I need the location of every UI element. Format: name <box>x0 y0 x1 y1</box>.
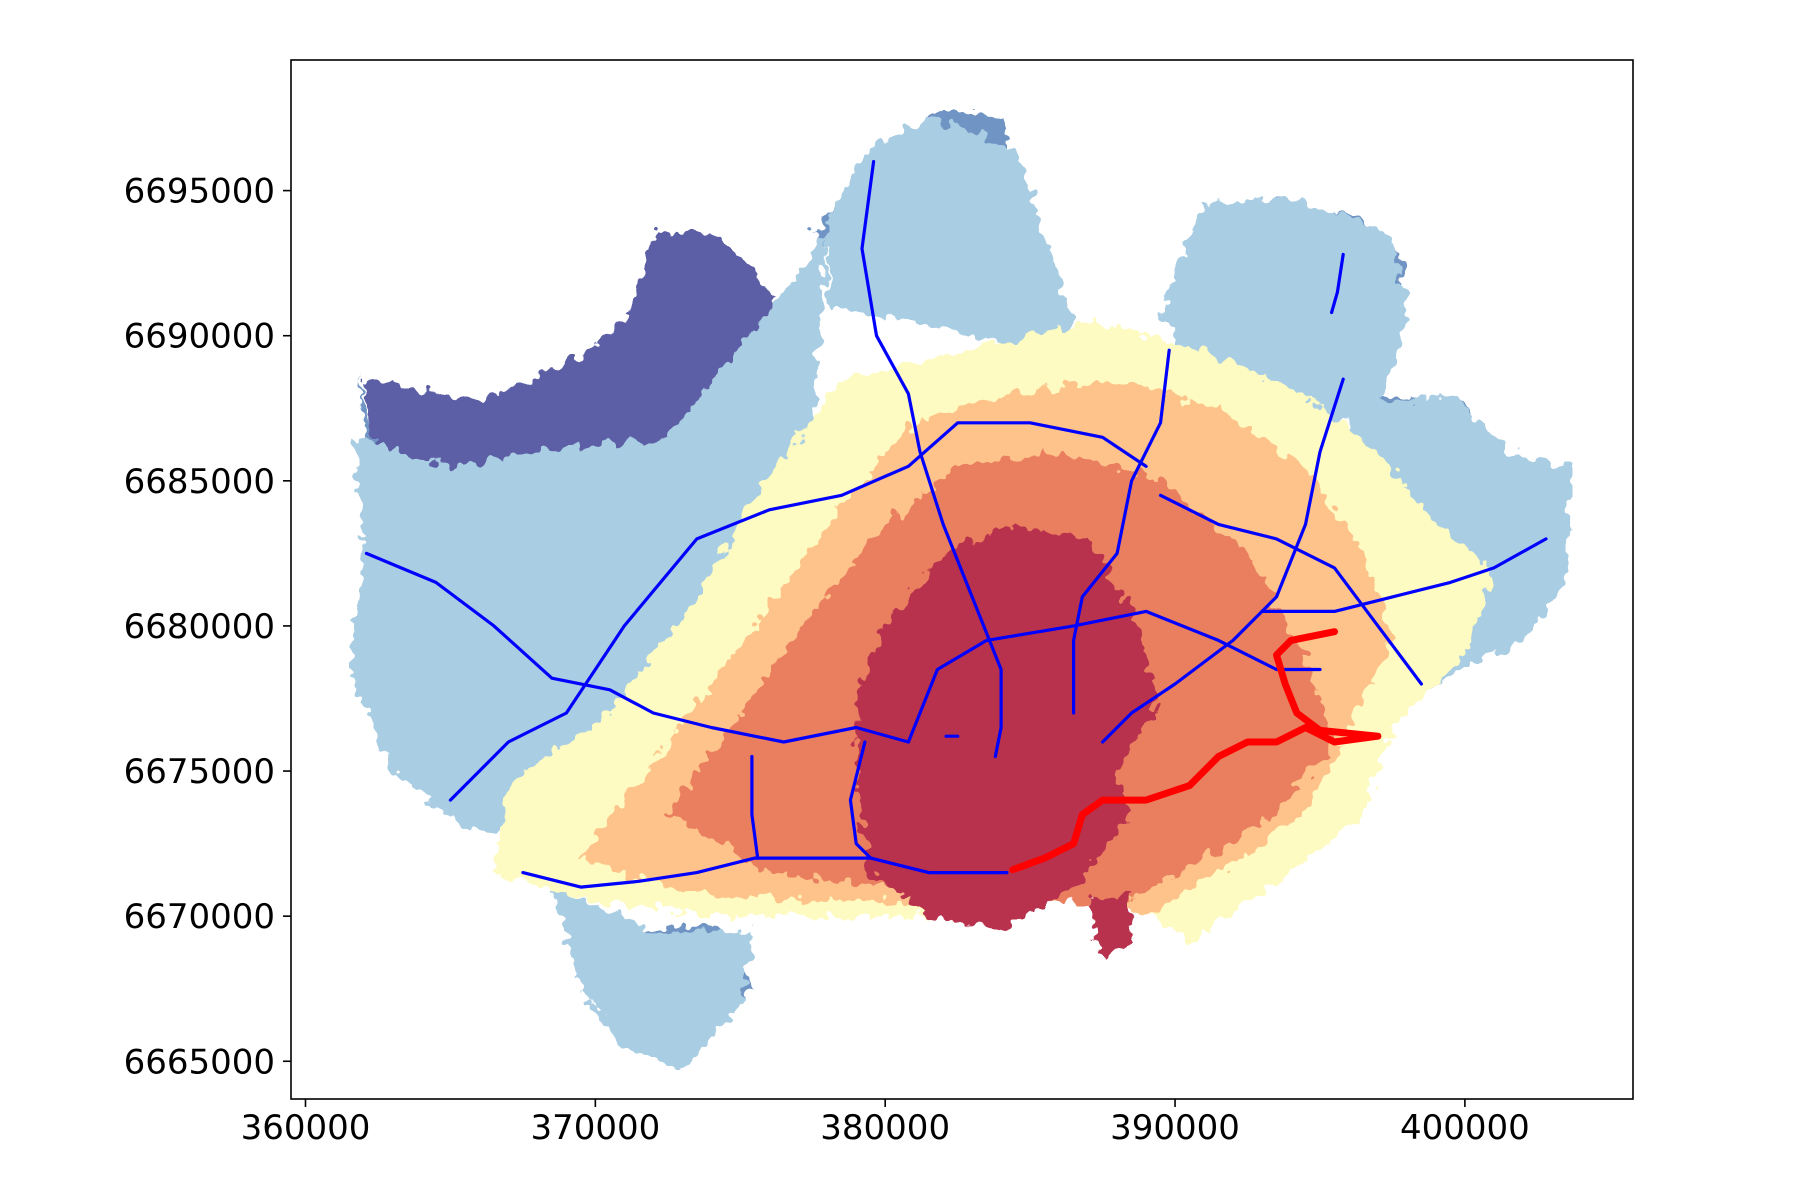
road-east-arterial <box>1260 537 1548 614</box>
y-tick-label: 6695000 <box>124 172 275 212</box>
y-tick-label: 6685000 <box>124 462 275 502</box>
road-northeast-radial <box>1100 377 1345 744</box>
highlighted-route <box>1009 628 1382 874</box>
road-north-east-short <box>1329 252 1345 315</box>
x-tick-label: 390000 <box>1110 1108 1240 1148</box>
x-tick-label: 370000 <box>530 1108 660 1148</box>
road-southwest-lower <box>521 856 1009 889</box>
road-inner-ring <box>906 609 1322 744</box>
zone-crimson-center <box>856 524 1161 931</box>
road-west-vertical <box>750 754 760 860</box>
zone-crimson-southeast <box>1088 892 1132 960</box>
zone-lightblue-west <box>349 234 828 830</box>
y-tick-label: 6675000 <box>124 752 275 792</box>
road-southwest-diagonal <box>448 421 1148 802</box>
x-axis-ticks: 360000 370000 380000 390000 400000 <box>241 1099 1530 1148</box>
y-tick-label: 6690000 <box>124 317 275 357</box>
red-highlighted-route <box>1009 628 1382 874</box>
x-tick-label: 360000 <box>241 1108 371 1148</box>
plot-frame <box>290 59 1634 1100</box>
zone-lightblue-north <box>827 118 1074 351</box>
road-lines <box>364 160 1548 889</box>
y-axis-ticks: 6665000 6670000 6675000 6680000 6685000 66900… <box>124 172 291 1082</box>
road-north-central-radial <box>1071 348 1171 715</box>
x-tick-label: 380000 <box>820 1108 950 1148</box>
road-center-vertical <box>848 740 873 860</box>
zone-lightblue-south <box>551 887 755 1070</box>
x-tick-label: 400000 <box>1400 1108 1530 1148</box>
y-tick-label: 6670000 <box>124 897 275 937</box>
road-west-ring-arc <box>364 551 911 744</box>
raster-zones <box>349 109 1573 1070</box>
road-north-radial <box>860 160 1003 759</box>
y-tick-label: 6665000 <box>124 1042 275 1082</box>
y-tick-label: 6680000 <box>124 607 275 647</box>
road-east-radial <box>1158 493 1424 686</box>
